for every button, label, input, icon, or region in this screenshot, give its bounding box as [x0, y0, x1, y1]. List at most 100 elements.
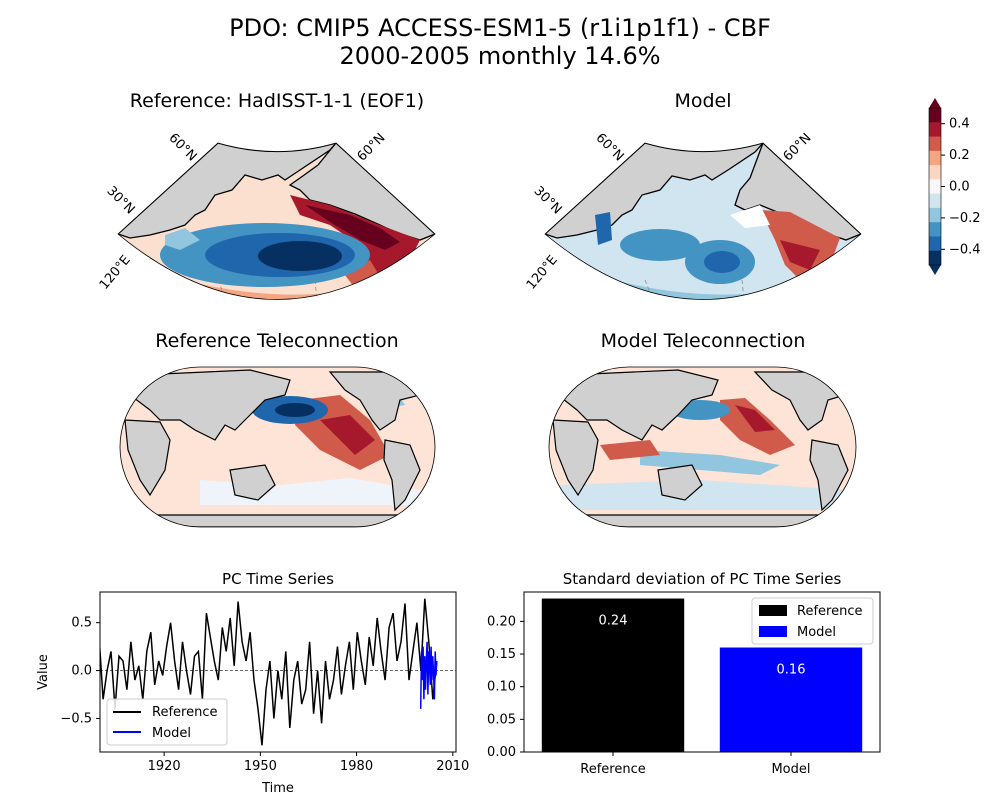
colorbar-tick-label: −0.4 — [949, 242, 981, 257]
lon-label-120e: 120°E — [524, 253, 561, 293]
anomaly-blue-core — [275, 403, 315, 417]
std-bar-chart: Standard deviation of PC Time Series 0.2… — [487, 570, 881, 777]
std-y-tick-label: 0.20 — [487, 614, 516, 629]
colorbar-tick-label: 0.0 — [949, 180, 970, 195]
land-australia — [657, 464, 703, 501]
figure-title-line1: PDO: CMIP5 ACCESS-ESM1-5 (r1i1p1f1) - CB… — [229, 14, 771, 42]
std-legend-reference-swatch — [759, 605, 787, 616]
colorbar-extend-max — [929, 98, 941, 108]
std-x-tick-label: Reference — [580, 762, 645, 777]
std-y-tick-label: 0.10 — [487, 680, 516, 695]
pc-legend-reference-label: Reference — [152, 705, 217, 720]
pc-plot-frame — [99, 591, 457, 753]
anomaly-blue-west — [165, 228, 200, 250]
model-eof-map: Model 60°N 30°N 60°N 120°E — [524, 90, 862, 300]
lat-label-60n: 60°N — [166, 131, 200, 165]
pc-legend-box — [106, 698, 228, 746]
colorbar-segment — [929, 150, 941, 166]
pc-x-tick-label: 1950 — [244, 759, 277, 774]
map-boundary — [119, 366, 436, 528]
colorbar-segment — [929, 136, 941, 152]
reference-teleconnection-title: Reference Teleconnection — [155, 330, 398, 352]
model-eof-title: Model — [674, 90, 731, 112]
land-eurasia — [129, 369, 291, 441]
pc-series-reference-line — [100, 598, 438, 746]
colorbar-segment — [929, 236, 941, 252]
anomaly-white-ne — [730, 205, 770, 228]
pc-x-tick-label: 1980 — [340, 759, 373, 774]
colorbar-segment — [929, 193, 941, 209]
lat-label-30n: 30°N — [104, 184, 138, 218]
pc-y-tick-label: −0.5 — [60, 711, 92, 726]
std-bar-value-label: 0.16 — [777, 663, 806, 678]
pc-y-tick-label: 0.5 — [71, 616, 92, 631]
colorbar-segment — [929, 122, 941, 138]
anomaly-red-tropics — [600, 440, 660, 460]
pc-y-axis-label: Value — [36, 654, 51, 690]
colorbar-segment — [929, 165, 941, 180]
std-bar-model — [719, 647, 863, 752]
reference-teleconnection-map: Reference Teleconnection — [119, 330, 436, 528]
figure-title-line2: 2000-2005 monthly 14.6% — [339, 42, 660, 70]
pc-chart-title: PC Time Series — [222, 570, 334, 588]
colorbar-segment — [929, 250, 941, 266]
colorbar-tick-label: −0.2 — [949, 211, 981, 226]
pc-legend: Reference Model — [106, 698, 228, 746]
anomaly-red-dark — [780, 240, 820, 270]
pc-time-series-chart: PC Time Series 1920 1950 1980 2010 −0.5 0.0 0.… — [36, 570, 469, 796]
land-south-america — [809, 439, 849, 512]
std-legend-model-swatch — [759, 626, 787, 637]
lat-label-60n-right: 60°N — [781, 131, 815, 165]
lat-label-60n: 60°N — [593, 131, 627, 165]
colorbar: 0.4 0.2 0.0 −0.2 −0.4 — [928, 98, 981, 275]
pc-x-axis-label: Time — [261, 781, 294, 796]
lat-label-30n: 30°N — [531, 184, 565, 218]
land-antarctica — [549, 514, 856, 527]
pc-legend-model-label: Model — [152, 726, 191, 741]
std-bar-value-label: 0.24 — [599, 614, 628, 629]
std-legend-reference-label: Reference — [797, 604, 862, 619]
colorbar-segment — [929, 207, 941, 223]
anomaly-blue-mid — [620, 229, 700, 261]
map-boundary — [548, 366, 857, 528]
land-north-america — [734, 143, 861, 241]
colorbar-segment — [929, 222, 941, 237]
lat-label-60n-right: 60°N — [355, 131, 389, 165]
std-legend-model-label: Model — [797, 625, 836, 640]
std-legend: Reference Model — [751, 597, 874, 645]
anomaly-light-south — [560, 480, 850, 510]
std-y-tick-label: 0.00 — [487, 745, 516, 760]
land-antarctica — [120, 514, 435, 527]
lon-label-120e: 120°E — [97, 253, 134, 293]
reference-eof-title: Reference: HadISST-1-1 (EOF1) — [130, 90, 424, 112]
land-africa — [552, 419, 599, 497]
colorbar-segment — [929, 108, 941, 123]
std-x-tick-label: Model — [771, 762, 810, 777]
pc-x-tick-label: 1920 — [148, 759, 181, 774]
anomaly-red-dark — [735, 405, 775, 432]
land-south-america — [383, 439, 421, 512]
anomaly-blue-west — [595, 212, 612, 245]
pc-y-tick-label: 0.0 — [71, 664, 92, 679]
anomaly-red-dark — [305, 205, 400, 250]
pc-series-model-line — [419, 641, 438, 709]
map-boundary — [544, 142, 862, 300]
colorbar-tick-label: 0.2 — [949, 148, 970, 163]
std-bar-reference — [541, 598, 685, 752]
anomaly-blue-core — [258, 241, 342, 271]
pc-x-tick-label: 2010 — [436, 759, 469, 774]
anomaly-red-dark — [320, 415, 375, 455]
land-eurasia — [557, 369, 719, 441]
anomaly-blue-tropics — [640, 450, 780, 475]
model-teleconnection-map: Model Teleconnection — [548, 330, 857, 528]
std-y-tick-label: 0.15 — [487, 647, 516, 662]
std-chart-title: Standard deviation of PC Time Series — [563, 570, 842, 588]
anomaly-blue-core — [704, 251, 740, 273]
reference-eof-map: Reference: HadISST-1-1 (EOF1) 60°N 30°N … — [97, 90, 436, 300]
land-africa — [124, 419, 171, 497]
std-y-tick-label: 0.05 — [487, 712, 516, 727]
std-plot-frame — [523, 591, 881, 753]
colorbar-tick-label: 0.4 — [949, 117, 970, 132]
colorbar-extend-min — [929, 265, 941, 275]
